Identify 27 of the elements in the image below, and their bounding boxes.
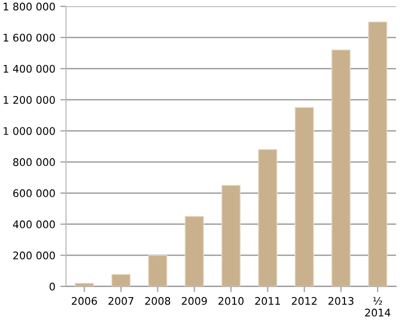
y-tick-label: 800 000 [13,158,55,166]
y-tick-label: 200 000 [13,252,55,260]
x-tick-label: 2010 [218,297,244,305]
bar [258,149,278,286]
y-tick-label: 1 000 000 [4,127,55,135]
x-tick-label: 2013 [328,297,354,305]
y-tick-label: 0 [50,282,55,291]
x-tick-label: 2012 [292,297,317,305]
bar [148,254,168,286]
y-tick-label: 1 200 000 [4,96,55,104]
y-tick-label: 1 400 000 [4,64,55,73]
bar [111,274,131,286]
bar [331,50,351,286]
x-tick-label: 2011 [255,297,280,305]
x-tick-label: 2007 [108,297,134,305]
y-tick-label: 1 800 000 [4,2,55,11]
x-tick-label: 2008 [145,297,170,305]
bar [294,107,314,286]
y-tick-label: 400 000 [13,220,55,228]
x-tick-label: ½ 2014 [365,297,390,317]
x-tick-label: 2006 [72,297,97,305]
y-tick-label: 600 000 [13,189,55,198]
bar [221,184,241,286]
bar [184,216,204,286]
bar [368,22,388,286]
y-tick-label: 1 600 000 [4,34,55,42]
x-tick-label: 2009 [182,297,207,305]
